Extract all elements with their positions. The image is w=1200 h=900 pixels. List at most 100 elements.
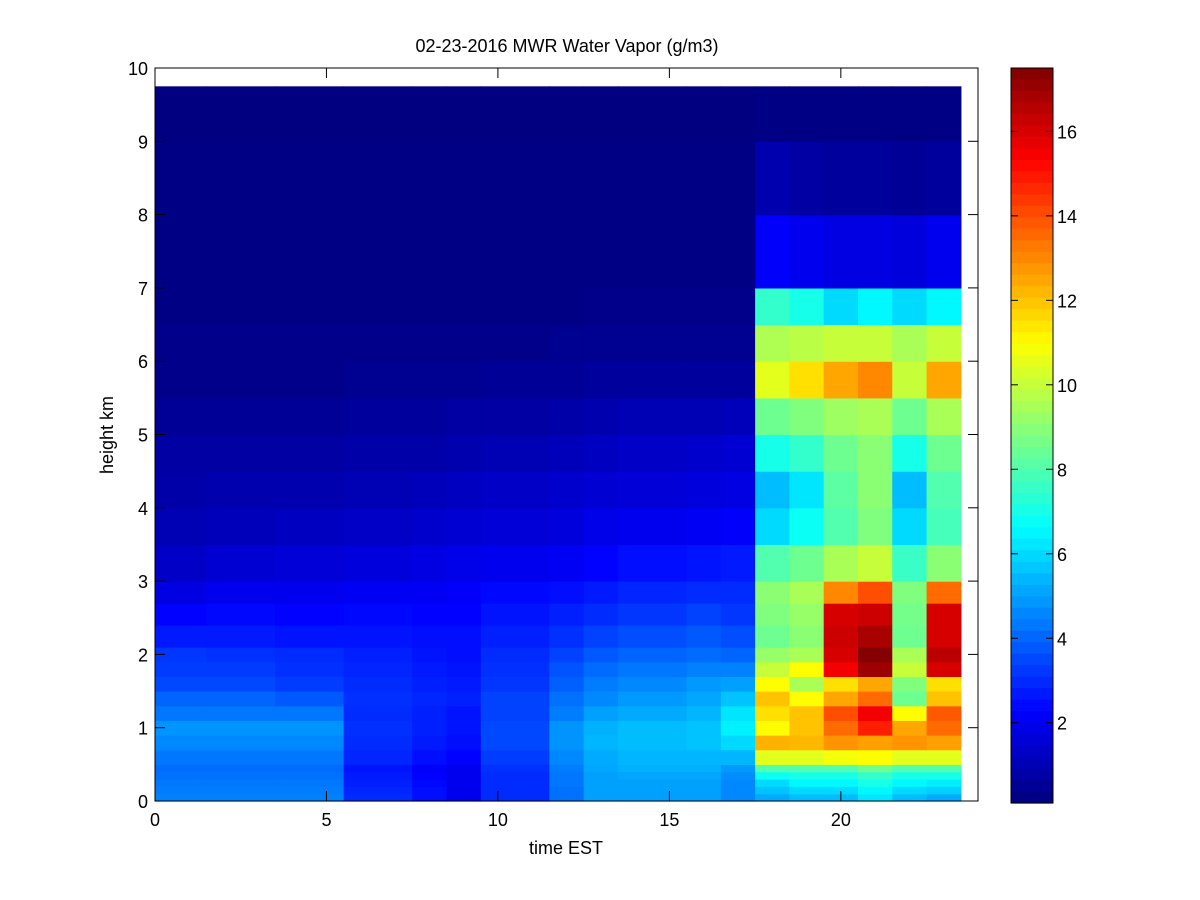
heatmap-cell <box>720 749 756 765</box>
heatmap-cell <box>480 771 550 780</box>
heatmap-cell <box>720 544 756 582</box>
colorbar-swatch <box>1011 320 1053 333</box>
heatmap-cell <box>755 647 790 663</box>
heatmap-cell <box>892 214 928 289</box>
colorbar-swatch <box>1011 251 1053 264</box>
heatmap-cell <box>720 735 756 751</box>
heatmap-cell <box>480 647 550 663</box>
heatmap-cell <box>686 735 722 751</box>
heatmap-cell <box>720 507 756 546</box>
heatmap-cell <box>446 86 482 142</box>
colorbar-swatch <box>1011 90 1053 104</box>
heatmap-cell <box>686 603 722 626</box>
colorbar-swatch <box>1011 711 1053 724</box>
heatmap-cell <box>206 625 276 648</box>
heatmap-cell <box>206 581 276 604</box>
x-tick-label: 5 <box>321 810 331 830</box>
heatmap-cell <box>343 361 413 399</box>
heatmap-cell <box>789 793 825 802</box>
heatmap-cell <box>206 603 276 626</box>
heatmap-cell <box>412 471 448 509</box>
heatmap-cell <box>720 647 756 663</box>
heatmap-cell <box>412 507 448 546</box>
heatmap-cell <box>206 471 276 509</box>
heatmap-cell <box>343 507 413 546</box>
heatmap-cell <box>206 793 276 802</box>
heatmap-cell <box>755 691 790 707</box>
heatmap-cell <box>755 544 790 582</box>
heatmap-cell <box>343 434 413 472</box>
colorbar-swatch <box>1011 573 1053 586</box>
heatmap-cell <box>343 324 413 362</box>
heatmap-cell <box>892 471 928 509</box>
heatmap-cell <box>206 434 276 472</box>
heatmap-cell <box>789 603 825 626</box>
heatmap-cell <box>275 434 345 472</box>
heatmap-cell <box>892 361 928 399</box>
heatmap-cell <box>720 764 756 773</box>
heatmap-cell <box>412 661 448 677</box>
heatmap-cell <box>412 771 448 780</box>
heatmap-cell <box>480 544 550 582</box>
heatmap-cell <box>686 661 722 677</box>
heatmap-cell <box>412 214 448 289</box>
heatmap-cell <box>789 691 825 707</box>
colorbar-swatch <box>1011 79 1053 92</box>
heatmap-cell <box>823 749 859 765</box>
heatmap-cell <box>720 86 756 142</box>
heatmap-cell <box>275 214 345 289</box>
heatmap-cell <box>617 793 688 802</box>
heatmap-cell <box>617 324 688 362</box>
heatmap-cell <box>617 764 688 773</box>
heatmap-cell <box>412 691 448 707</box>
heatmap-cell <box>275 544 345 582</box>
heatmap-cell <box>686 647 722 663</box>
colorbar-tick-label: 14 <box>1057 207 1077 227</box>
heatmap-cell <box>412 544 448 582</box>
heatmap-cell <box>155 705 208 721</box>
colorbar-swatch <box>1011 757 1053 770</box>
colorbar-swatch <box>1011 297 1053 310</box>
heatmap-cell <box>155 324 208 362</box>
heatmap-cell <box>412 720 448 736</box>
heatmap-cell <box>755 749 790 765</box>
colorbar-swatch <box>1011 699 1053 712</box>
heatmap-cell <box>206 141 276 216</box>
heatmap-cell <box>343 214 413 289</box>
heatmap-cell <box>755 735 790 751</box>
heatmap-cell <box>926 471 962 509</box>
heatmap-cell <box>549 361 585 399</box>
heatmap-cell <box>926 676 962 692</box>
heatmap-cell <box>275 507 345 546</box>
colorbar-tick-label: 6 <box>1057 545 1067 565</box>
heatmap-cell <box>583 764 619 773</box>
heatmap-cell <box>446 397 482 436</box>
heatmap-cell <box>446 786 482 795</box>
heatmap-cell <box>892 625 928 648</box>
heatmap-cell <box>823 581 859 604</box>
heatmap-cell <box>583 735 619 751</box>
heatmap-cell <box>789 735 825 751</box>
heatmap-cell <box>549 603 585 626</box>
heatmap-cell <box>686 625 722 648</box>
heatmap-cell <box>275 661 345 677</box>
heatmap-cell <box>275 691 345 707</box>
heatmap-cell <box>755 705 790 721</box>
heatmap-cell <box>617 735 688 751</box>
heatmap-cell <box>617 397 688 436</box>
y-tick-label: 6 <box>138 352 148 372</box>
heatmap-cell <box>617 647 688 663</box>
heatmap-cell <box>686 397 722 436</box>
heatmap-cell <box>480 603 550 626</box>
heatmap-cell <box>617 361 688 399</box>
colorbar-swatch <box>1011 378 1053 391</box>
heatmap-cell <box>549 324 585 362</box>
heatmap-cell <box>549 691 585 707</box>
heatmap-cell <box>412 779 448 787</box>
colorbar-frame <box>1010 67 1054 804</box>
heatmap-cell <box>857 397 893 436</box>
heatmap-cell <box>617 287 688 326</box>
heatmap-cell <box>720 287 756 326</box>
heatmap-cell <box>892 287 928 326</box>
x-tick-label: 0 <box>150 810 160 830</box>
